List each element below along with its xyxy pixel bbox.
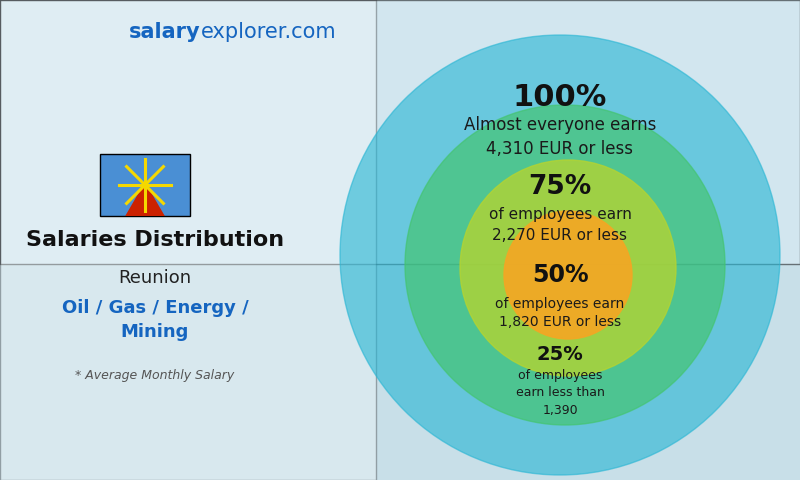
Text: of employees earn
1,820 EUR or less: of employees earn 1,820 EUR or less bbox=[495, 297, 625, 329]
Text: 25%: 25% bbox=[537, 346, 583, 364]
Text: Almost everyone earns
4,310 EUR or less: Almost everyone earns 4,310 EUR or less bbox=[464, 116, 656, 158]
FancyBboxPatch shape bbox=[0, 0, 376, 480]
Text: 50%: 50% bbox=[532, 263, 588, 287]
Text: salary: salary bbox=[128, 22, 200, 42]
Text: 100%: 100% bbox=[513, 83, 607, 111]
Text: * Average Monthly Salary: * Average Monthly Salary bbox=[75, 369, 234, 382]
Text: explorer.com: explorer.com bbox=[201, 22, 337, 42]
Circle shape bbox=[460, 160, 676, 376]
Circle shape bbox=[504, 211, 632, 339]
Text: Salaries Distribution: Salaries Distribution bbox=[26, 230, 284, 250]
FancyBboxPatch shape bbox=[0, 0, 800, 264]
Text: of employees earn
2,270 EUR or less: of employees earn 2,270 EUR or less bbox=[489, 207, 631, 243]
Circle shape bbox=[405, 105, 725, 425]
Text: Reunion: Reunion bbox=[118, 269, 191, 287]
Text: of employees
earn less than
1,390: of employees earn less than 1,390 bbox=[515, 369, 605, 417]
Text: 75%: 75% bbox=[528, 174, 592, 200]
FancyBboxPatch shape bbox=[100, 154, 190, 216]
Circle shape bbox=[340, 35, 780, 475]
Text: Oil / Gas / Energy /
Mining: Oil / Gas / Energy / Mining bbox=[62, 299, 248, 341]
Polygon shape bbox=[125, 182, 165, 216]
